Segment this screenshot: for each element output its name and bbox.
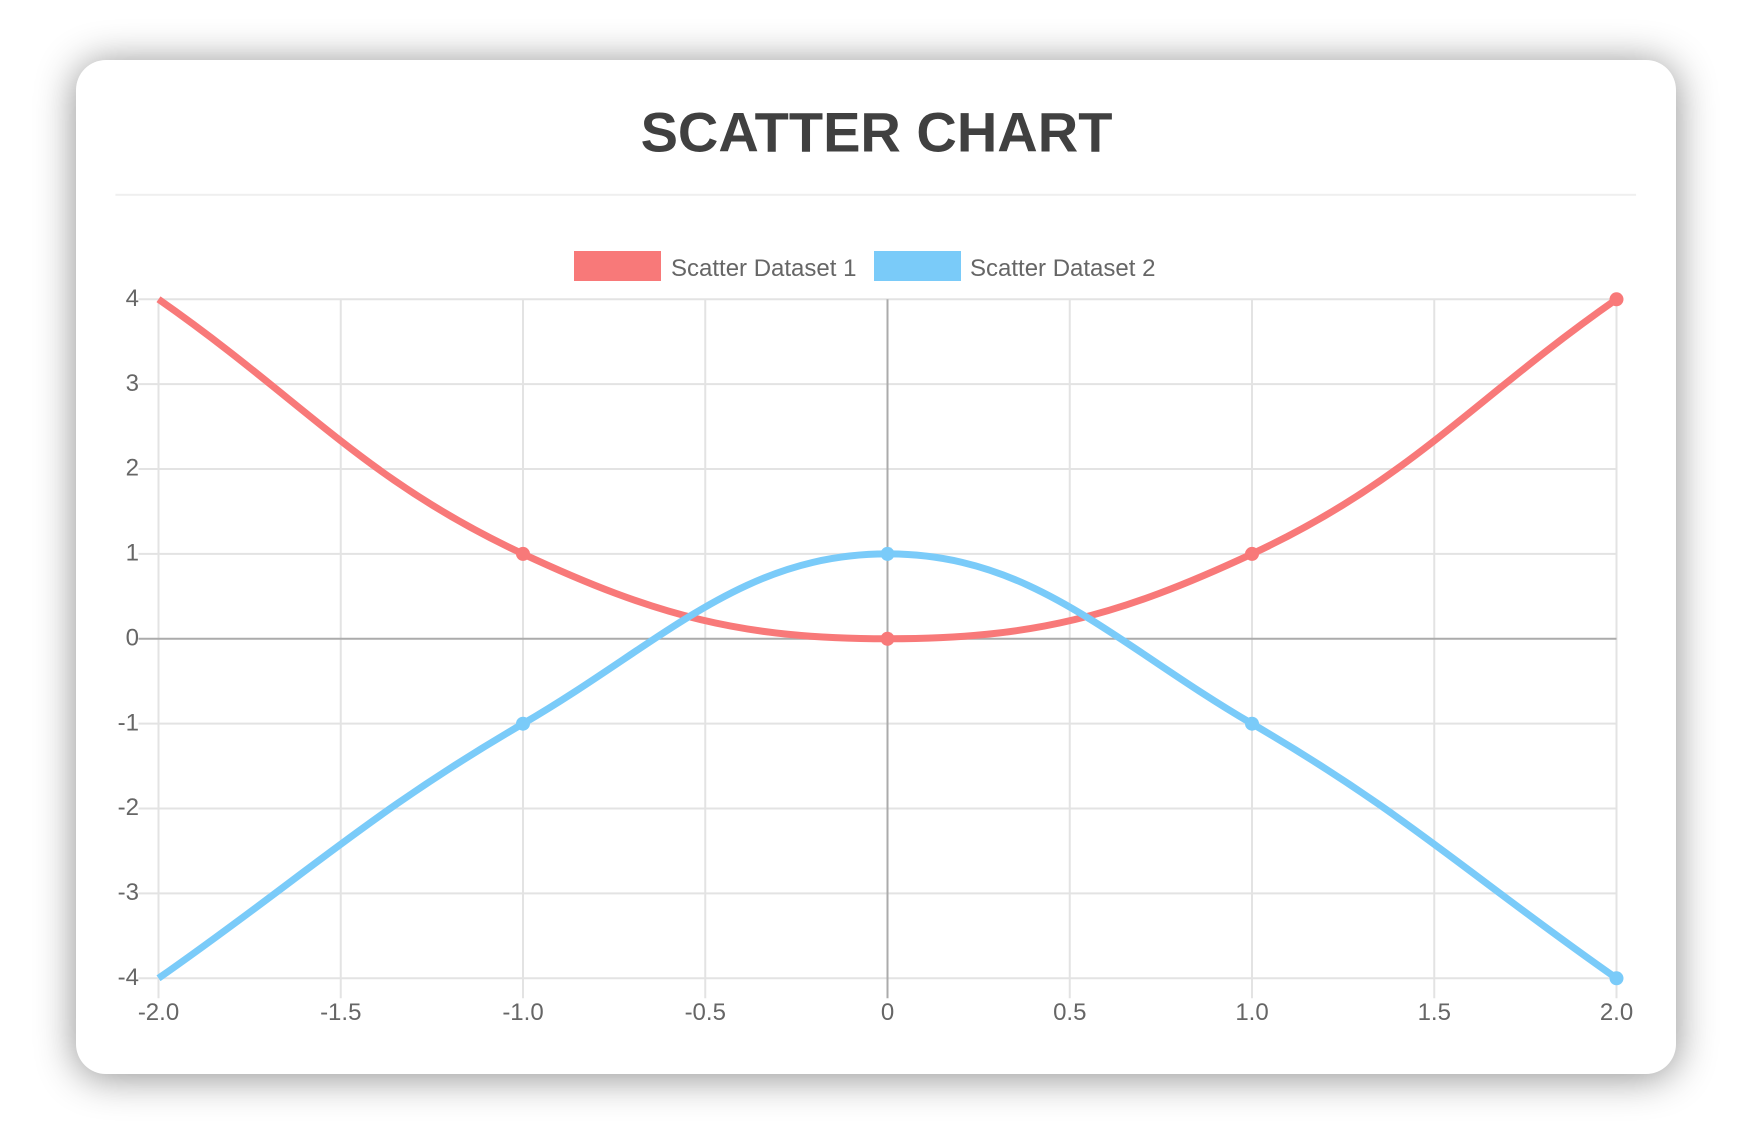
- svg-text:-2: -2: [118, 794, 139, 821]
- svg-text:-1.5: -1.5: [320, 999, 361, 1026]
- svg-text:-0.5: -0.5: [685, 999, 726, 1026]
- svg-text:3: 3: [126, 370, 139, 397]
- svg-text:Scatter Dataset 2: Scatter Dataset 2: [970, 255, 1155, 282]
- svg-text:-1.0: -1.0: [502, 999, 543, 1026]
- svg-text:2: 2: [126, 455, 139, 482]
- svg-text:Scatter Dataset 1: Scatter Dataset 1: [671, 255, 856, 282]
- svg-text:0: 0: [126, 624, 139, 651]
- svg-text:-2.0: -2.0: [138, 999, 179, 1026]
- svg-text:1: 1: [126, 540, 139, 567]
- svg-text:1.0: 1.0: [1235, 999, 1268, 1026]
- svg-text:SCATTER CHART: SCATTER CHART: [641, 101, 1113, 164]
- svg-text:-4: -4: [118, 964, 139, 991]
- svg-text:-1: -1: [118, 709, 139, 736]
- svg-text:0.5: 0.5: [1053, 999, 1086, 1026]
- svg-text:0: 0: [881, 999, 894, 1026]
- svg-text:-3: -3: [118, 879, 139, 906]
- svg-text:4: 4: [126, 285, 139, 312]
- svg-text:2.0: 2.0: [1600, 999, 1633, 1026]
- svg-text:1.5: 1.5: [1418, 999, 1451, 1026]
